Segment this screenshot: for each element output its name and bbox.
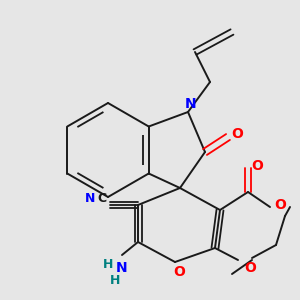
Text: H: H [103, 257, 113, 271]
Text: N: N [185, 97, 197, 111]
Text: O: O [251, 159, 263, 173]
Text: N: N [85, 191, 95, 205]
Text: O: O [274, 198, 286, 212]
Text: O: O [244, 261, 256, 275]
Text: O: O [231, 127, 243, 141]
Text: O: O [173, 265, 185, 279]
Text: H: H [110, 274, 120, 286]
Text: N: N [116, 261, 128, 275]
Text: C: C [98, 191, 106, 205]
